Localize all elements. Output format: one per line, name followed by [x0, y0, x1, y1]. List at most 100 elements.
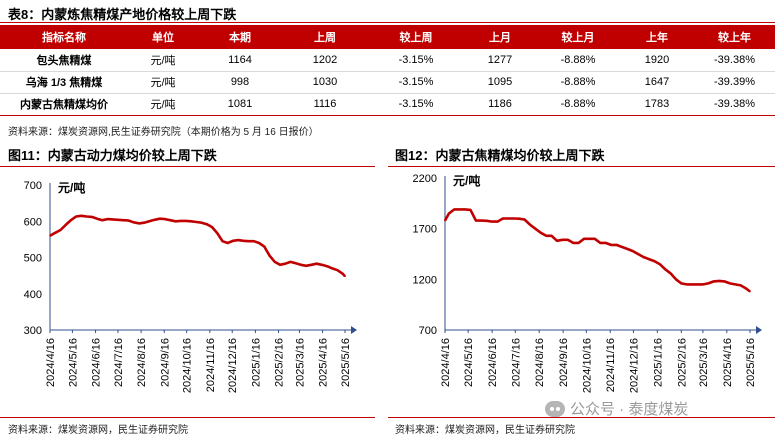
table-cell: -8.88%	[536, 93, 620, 116]
table-cell: 1783	[620, 93, 694, 116]
table-title: 表8：内蒙炼焦精煤产地价格较上周下跌	[8, 7, 237, 22]
data-point	[507, 217, 510, 220]
title-rule	[0, 22, 775, 23]
data-point	[237, 239, 239, 241]
data-point	[321, 264, 323, 266]
data-point	[453, 208, 456, 211]
row-name: 内蒙古焦精煤均价	[0, 93, 128, 116]
chart12-title-rule	[388, 166, 775, 167]
x-tick-label: 2024/7/16	[510, 338, 522, 387]
y-tick-label: 2200	[413, 173, 437, 185]
data-point	[143, 221, 145, 224]
data-point	[294, 262, 297, 265]
table-row: 乌海 1/3 焦精煤 元/吨 998 1030 -3.15% 1095 -8.8…	[0, 71, 775, 94]
data-point	[159, 217, 161, 220]
table-cell: 元/吨	[128, 49, 198, 72]
data-point	[232, 240, 234, 242]
y-tick-label: 1200	[413, 274, 437, 286]
data-point	[480, 219, 483, 222]
chart11-plot: 300 400 500 600 700 元/吨 2024/4/16 2024/5/16 2024…	[24, 180, 357, 393]
x-tick-label: 2025/3/16	[294, 338, 306, 387]
data-point	[749, 290, 751, 293]
header-cell: 上周	[282, 25, 368, 49]
x-axis-arrow-icon	[351, 326, 357, 334]
data-point	[604, 242, 607, 244]
data-point	[190, 220, 192, 223]
table-cell: 1277	[464, 49, 536, 72]
header-cell: 较上周	[368, 25, 464, 49]
x-tick-label: 2025/1/16	[250, 338, 262, 387]
x-tick-label: 2024/10/16	[182, 338, 194, 393]
x-tick-label: 2024/8/16	[534, 338, 546, 387]
data-point	[284, 262, 287, 265]
x-tick-label: 2024/6/16	[91, 338, 103, 387]
table-cell: -39.39%	[694, 71, 775, 94]
price-line	[443, 208, 751, 293]
x-tick-label: 2025/5/16	[340, 338, 352, 387]
chart12-title: 图12：内蒙古焦精煤均价较上周下跌	[395, 148, 605, 163]
data-point	[344, 275, 346, 278]
header-cell: 单位	[128, 25, 198, 49]
y-tick-label: 400	[24, 289, 42, 301]
x-tick-label: 2024/6/16	[487, 338, 499, 387]
data-point	[707, 282, 710, 285]
x-tick-label: 2024/12/16	[227, 338, 239, 393]
x-tick-label: 2025/3/16	[698, 338, 710, 387]
data-point	[675, 278, 677, 281]
y-tick-label: 1700	[413, 224, 437, 236]
data-point	[702, 283, 704, 286]
x-tick-label: 2024/9/16	[159, 338, 171, 387]
data-point	[523, 218, 526, 221]
y-tick-label: 700	[419, 325, 437, 337]
data-point	[310, 264, 313, 266]
data-point	[534, 227, 537, 230]
watermark-text: 公众号 · 泰度煤炭	[570, 401, 689, 418]
data-point	[138, 222, 140, 225]
chart11-title-rule	[0, 166, 375, 167]
y-tick-label: 700	[24, 180, 42, 192]
y-tick-label: 300	[24, 325, 42, 337]
data-point	[64, 224, 67, 226]
table-row: 内蒙古焦精煤均价 元/吨 1081 1116 -3.15% 1186 -8.88…	[0, 93, 775, 116]
data-point	[258, 242, 260, 244]
header-cell: 上年	[620, 25, 694, 49]
data-point	[583, 238, 585, 240]
data-point	[475, 219, 477, 222]
data-point	[75, 215, 77, 218]
data-point	[331, 267, 334, 270]
x-tick-label: 2025/2/16	[676, 338, 688, 387]
y-tick-label: 500	[24, 253, 42, 265]
data-point	[122, 219, 124, 221]
data-point	[263, 245, 266, 248]
table-cell: 元/吨	[128, 71, 198, 94]
x-tick-label: 2025/5/16	[745, 338, 757, 387]
data-point	[745, 287, 747, 290]
data-point	[96, 217, 98, 220]
data-point	[59, 229, 62, 231]
data-point	[642, 256, 645, 258]
data-point	[185, 220, 187, 222]
y-unit-label: 元/吨	[453, 173, 480, 188]
data-point	[610, 244, 612, 246]
data-point	[588, 238, 591, 240]
data-point	[274, 261, 276, 263]
data-point	[279, 264, 281, 266]
data-point	[491, 220, 493, 223]
header-cell: 上月	[464, 25, 536, 49]
wechat-icon	[545, 400, 565, 417]
data-point	[637, 253, 639, 255]
data-point	[615, 244, 618, 246]
data-point	[221, 240, 224, 242]
price-line	[49, 214, 346, 278]
data-point	[127, 219, 130, 222]
x-tick-label: 2025/1/16	[652, 338, 664, 387]
price-table: 指标名称 单位 本期 上周 较上周 上月 较上月 上年 较上年 包头焦精煤 元/…	[0, 25, 775, 116]
x-tick-label: 2024/5/16	[67, 338, 79, 387]
table-cell: 1030	[282, 71, 368, 94]
data-point	[739, 284, 742, 287]
data-point	[132, 221, 135, 224]
chart12-source-note: 资料来源：煤炭资源网，民生证券研究院	[395, 425, 575, 436]
data-point	[685, 283, 688, 286]
data-point	[518, 217, 520, 220]
x-tick-label: 2024/5/16	[463, 338, 475, 387]
